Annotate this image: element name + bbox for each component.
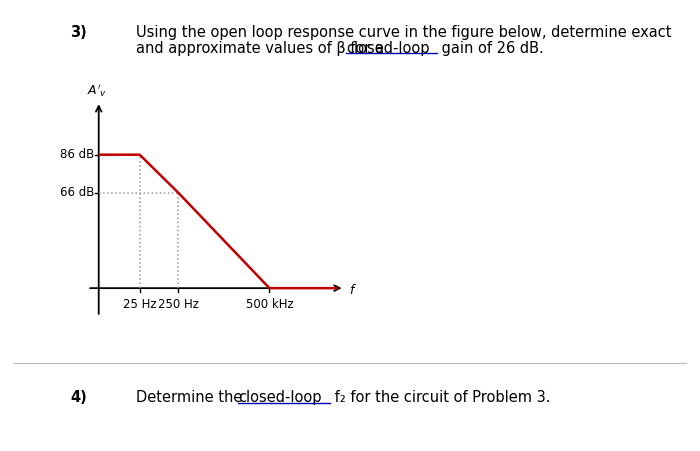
Text: gain of 26 dB.: gain of 26 dB.	[437, 41, 543, 55]
Text: $A'_v$: $A'_v$	[88, 83, 108, 99]
Text: 66 dB: 66 dB	[60, 186, 94, 199]
Text: $f$: $f$	[349, 283, 357, 297]
Text: 86 dB: 86 dB	[60, 148, 94, 161]
Text: 3): 3)	[70, 25, 87, 40]
Text: Using the open loop response curve in the figure below, determine exact: Using the open loop response curve in th…	[136, 25, 672, 40]
Text: closed-loop: closed-loop	[238, 390, 321, 405]
Text: and approximate values of β for a: and approximate values of β for a	[136, 41, 389, 55]
Text: f₂ for the circuit of Problem 3.: f₂ for the circuit of Problem 3.	[330, 390, 550, 405]
Text: closed-loop: closed-loop	[346, 41, 429, 55]
Text: 4): 4)	[70, 390, 87, 405]
Text: 25 Hz: 25 Hz	[123, 298, 157, 311]
Text: Determine the: Determine the	[136, 390, 248, 405]
Text: 250 Hz: 250 Hz	[158, 298, 199, 311]
Text: 500 kHz: 500 kHz	[246, 298, 293, 311]
